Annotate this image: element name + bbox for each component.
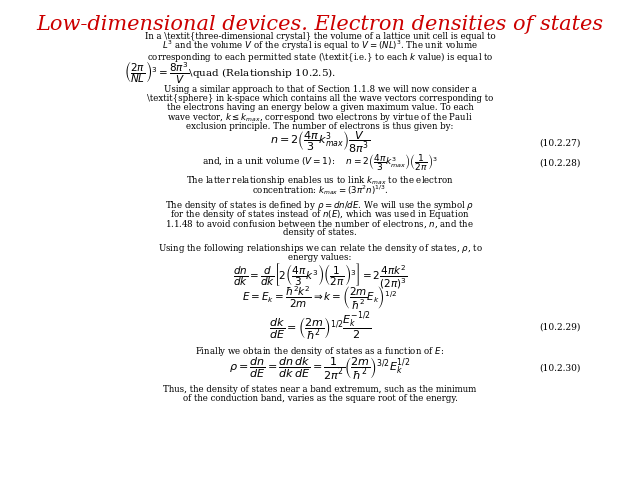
Text: $\dfrac{dn}{dk} = \dfrac{d}{dk}\left[2\left(\dfrac{4\pi}{3}k^3\right)\left(\dfra: $\dfrac{dn}{dk} = \dfrac{d}{dk}\left[2\l… <box>233 262 407 291</box>
Text: concentration: $k_{max} = (3\pi^2 n)^{1/3}$.: concentration: $k_{max} = (3\pi^2 n)^{1/… <box>252 183 388 196</box>
Text: \textit{sphere} in k-space which contains all the wave vectors corresponding to: \textit{sphere} in k-space which contain… <box>147 95 493 103</box>
Text: (10.2.30): (10.2.30) <box>540 363 580 372</box>
Text: $\rho = \dfrac{dn}{dE} = \dfrac{dn}{dk}\dfrac{dk}{dE} = \dfrac{1}{2\pi^2}\left(\: $\rho = \dfrac{dn}{dE} = \dfrac{dn}{dk}\… <box>229 355 411 381</box>
Text: $E = E_k = \dfrac{\hbar^2 k^2}{2m}\Rightarrow k = \left(\dfrac{2m}{\hbar^2}E_k\r: $E = E_k = \dfrac{\hbar^2 k^2}{2m}\Right… <box>243 284 397 311</box>
Text: Thus, the density of states near a band extremum, such as the minimum: Thus, the density of states near a band … <box>163 385 477 394</box>
Text: The density of states is defined by $\rho = dn/dE$. We will use the symbol $\rho: The density of states is defined by $\rh… <box>165 199 475 212</box>
Text: corresponding to each permitted state (\textit{i.e.} to each $k$ value) is equal: corresponding to each permitted state (\… <box>147 49 493 64</box>
Text: $L^3$ and the volume $V$ of the crystal is equal to $V = (NL)^3$. The unit volum: $L^3$ and the volume $V$ of the crystal … <box>162 38 478 53</box>
Text: (10.2.27): (10.2.27) <box>540 138 580 147</box>
Text: The latter relationship enables us to link $k_{max}$ to the electron: The latter relationship enables us to li… <box>186 174 454 187</box>
Text: Finally we obtain the density of states as a function of $E$:: Finally we obtain the density of states … <box>195 345 445 358</box>
Text: (10.2.28): (10.2.28) <box>540 158 580 167</box>
Text: and, in a unit volume $(V{=}1)$:$\quad$ $n = 2\left(\dfrac{4\pi}{3}k_{max}^3\rig: and, in a unit volume $(V{=}1)$:$\quad$ … <box>202 152 438 173</box>
Text: for the density of states instead of $n(E)$, which was used in Equation: for the density of states instead of $n(… <box>170 208 470 221</box>
Text: Low-dimensional devices. Electron densities of states: Low-dimensional devices. Electron densit… <box>36 15 604 35</box>
Text: $\left(\dfrac{2\pi}{NL}\right)^3 = \dfrac{8\pi^3}{V}$\quad (Relationship 10.2.5): $\left(\dfrac{2\pi}{NL}\right)^3 = \dfra… <box>124 59 337 85</box>
Text: $n = 2\left(\dfrac{4\pi}{3}k_{max}^3\right)\dfrac{V}{8\pi^3}$: $n = 2\left(\dfrac{4\pi}{3}k_{max}^3\rig… <box>270 130 370 155</box>
Text: energy values:: energy values: <box>288 253 352 262</box>
Text: exclusion principle. The number of electrons is thus given by:: exclusion principle. The number of elect… <box>186 122 454 131</box>
Text: 1.1.48 to avoid confusion between the number of electrons, $n$, and the: 1.1.48 to avoid confusion between the nu… <box>165 218 475 229</box>
Text: Using a similar approach to that of Section 1.1.8 we will now consider a: Using a similar approach to that of Sect… <box>164 85 476 94</box>
Text: the electrons having an energy below a given maximum value. To each: the electrons having an energy below a g… <box>166 104 474 112</box>
Text: wave vector, $k{\leq}k_{max}$, correspond two electrons by virtue of the Pauli: wave vector, $k{\leq}k_{max}$, correspon… <box>167 110 473 124</box>
Text: of the conduction band, varies as the square root of the energy.: of the conduction band, varies as the sq… <box>182 395 458 403</box>
Text: Using the following relationships we can relate the density of states, $\rho$, t: Using the following relationships we can… <box>157 242 483 255</box>
Text: (10.2.29): (10.2.29) <box>540 323 580 332</box>
Text: $\dfrac{dk}{dE} = \left(\dfrac{2m}{\hbar^2}\right)^{1/2}\dfrac{E_k^{-1/2}}{2}$: $\dfrac{dk}{dE} = \left(\dfrac{2m}{\hbar… <box>269 311 371 344</box>
Text: In a \textit{three-dimensional crystal} the volume of a lattice unit cell is equ: In a \textit{three-dimensional crystal} … <box>145 32 495 41</box>
Text: density of states.: density of states. <box>283 228 357 237</box>
